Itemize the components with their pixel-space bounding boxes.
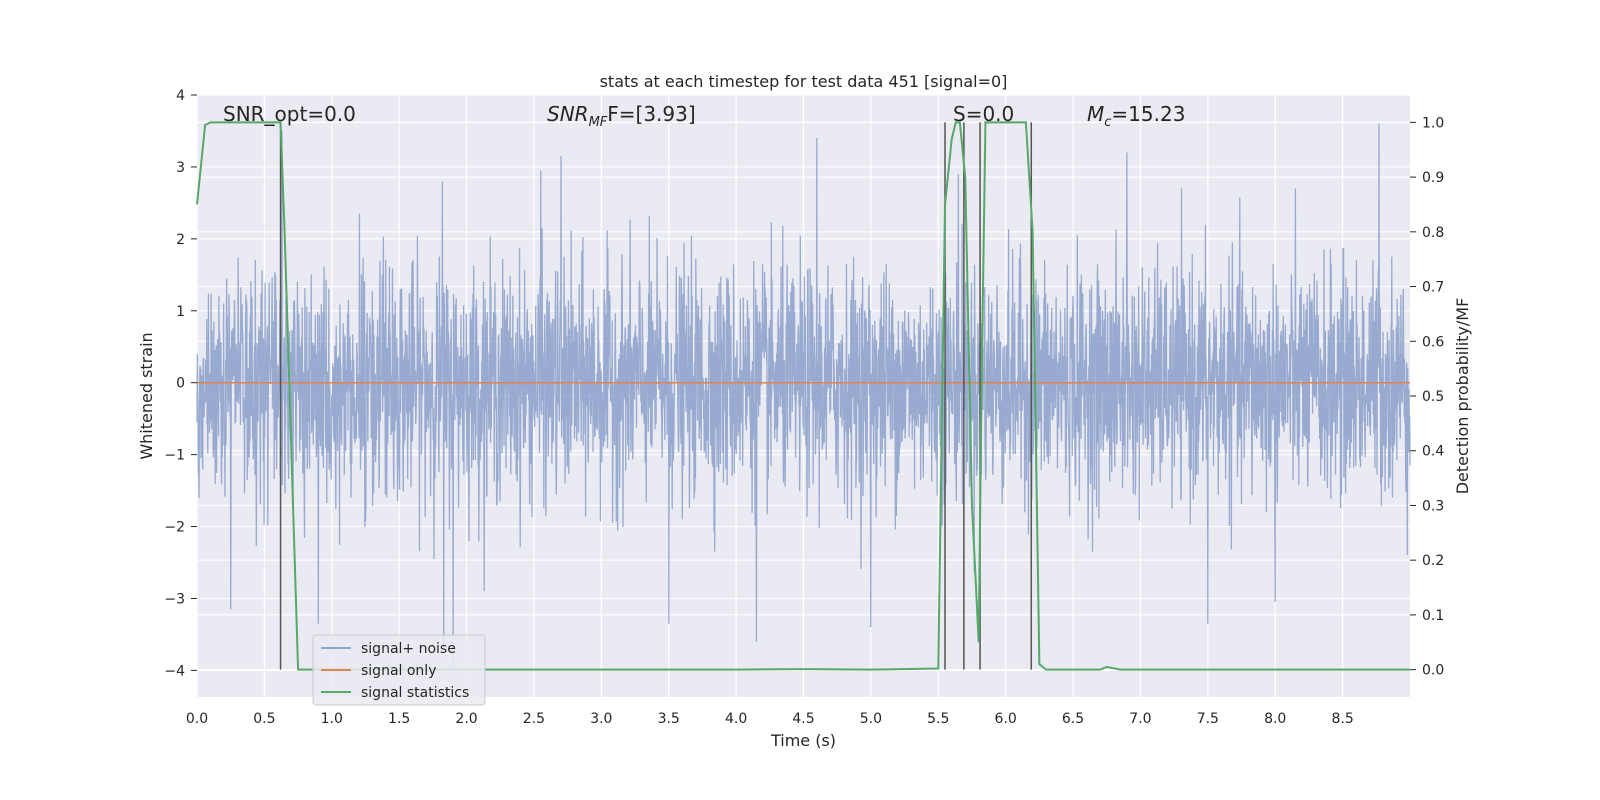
y-right-tick-label-0: 1.0 xyxy=(1422,115,1444,131)
chart-title: stats at each timestep for test data 451… xyxy=(600,72,1008,91)
x-tick-label-14: 7.0 xyxy=(1129,711,1151,727)
y-left-tick-label-3: 1 xyxy=(176,304,185,320)
x-tick-label-6: 3.0 xyxy=(590,711,612,727)
series-signal-noise xyxy=(196,123,1411,667)
y-axis-left-label: Whitened strain xyxy=(137,332,156,459)
x-tick-label-12: 6.0 xyxy=(995,711,1017,727)
legend-box xyxy=(312,634,486,706)
y-left-tick-label-8: −4 xyxy=(164,663,185,679)
legend-label-2: signal statistics xyxy=(361,685,469,701)
y-right-tick-label-4: 0.6 xyxy=(1422,334,1444,350)
annotation-snr-opt: SNR_opt=0.0 xyxy=(223,102,356,126)
annotation-snr-mf-rest: F=[3.93] xyxy=(607,102,695,126)
annotation-snr-mf-sub: MF xyxy=(589,115,608,130)
legend-label-1: signal only xyxy=(361,663,436,679)
y-left-tick-label-2: 2 xyxy=(176,232,185,248)
annotation-snr-mf-main: SNR xyxy=(547,102,589,126)
signal-noise-line xyxy=(196,123,1411,667)
x-tick-label-16: 8.0 xyxy=(1264,711,1286,727)
x-tick-label-3: 1.5 xyxy=(388,711,410,727)
x-tick-label-11: 5.5 xyxy=(927,711,949,727)
annotation-mc: Mc=15.23 xyxy=(1087,102,1185,130)
annotation-mc-sub: c xyxy=(1104,115,1111,130)
annotation-mc-rest: =15.23 xyxy=(1111,102,1185,126)
series-signal-statistics xyxy=(196,121,1410,671)
x-tick-label-8: 4.0 xyxy=(725,711,747,727)
y-right-tick-label-5: 0.5 xyxy=(1422,389,1444,405)
x-axis-label: Time (s) xyxy=(770,731,836,750)
x-tick-label-2: 1.0 xyxy=(321,711,343,727)
y-left-tick-label-5: −1 xyxy=(164,448,185,464)
y-right-tick-label-2: 0.8 xyxy=(1422,225,1444,241)
signal-statistics-line xyxy=(196,121,1410,671)
y-left-tick-label-0: 4 xyxy=(176,88,185,104)
annotation-mc-main: M xyxy=(1087,102,1104,126)
y-left-tick-label-6: −2 xyxy=(164,520,185,536)
y-left-axis-ticks: 4 3 2 1 0 −1 −2 −3 −4 xyxy=(164,88,197,679)
x-tick-label-7: 3.5 xyxy=(658,711,680,727)
y-right-tick-label-8: 0.2 xyxy=(1422,553,1444,569)
y-right-tick-label-10: 0.0 xyxy=(1422,663,1444,679)
legend: signal+ noise signal only signal statistic… xyxy=(312,634,486,706)
x-tick-label-5: 2.5 xyxy=(523,711,545,727)
y-right-tick-label-7: 0.3 xyxy=(1422,498,1444,514)
y-axis-right-label: Detection probability/MF xyxy=(1453,298,1472,495)
y-right-tick-label-1: 0.9 xyxy=(1422,170,1444,186)
y-right-axis-ticks: 1.0 0.9 0.8 0.7 0.6 0.5 0.4 0.3 0.2 0.1 0.0 xyxy=(1410,115,1444,679)
x-axis-ticks: 0.0 0.5 1.0 1.5 2.0 2.5 3.0 3.5 4.0 4.5 5.0 5.5 6.0 6… xyxy=(186,711,1354,727)
x-tick-label-9: 4.5 xyxy=(792,711,814,727)
y-left-tick-label-4: 0 xyxy=(176,376,185,392)
y-left-tick-label-1: 3 xyxy=(176,160,185,176)
x-tick-label-1: 0.5 xyxy=(253,711,275,727)
x-tick-label-13: 6.5 xyxy=(1062,711,1084,727)
x-tick-label-0: 0.0 xyxy=(186,711,208,727)
y-right-tick-label-9: 0.1 xyxy=(1422,608,1444,624)
annotation-s: S=0.0 xyxy=(953,102,1014,126)
x-tick-label-4: 2.0 xyxy=(455,711,477,727)
y-left-tick-label-7: −3 xyxy=(164,591,185,607)
y-right-tick-label-3: 0.7 xyxy=(1422,280,1444,296)
x-tick-label-10: 5.0 xyxy=(860,711,882,727)
annotation-snr-mf: SNRMFF=[3.93] xyxy=(547,102,696,130)
y-right-tick-label-6: 0.4 xyxy=(1422,444,1444,460)
legend-label-0: signal+ noise xyxy=(361,641,456,657)
x-tick-label-17: 8.5 xyxy=(1331,711,1353,727)
x-tick-label-15: 7.5 xyxy=(1197,711,1219,727)
